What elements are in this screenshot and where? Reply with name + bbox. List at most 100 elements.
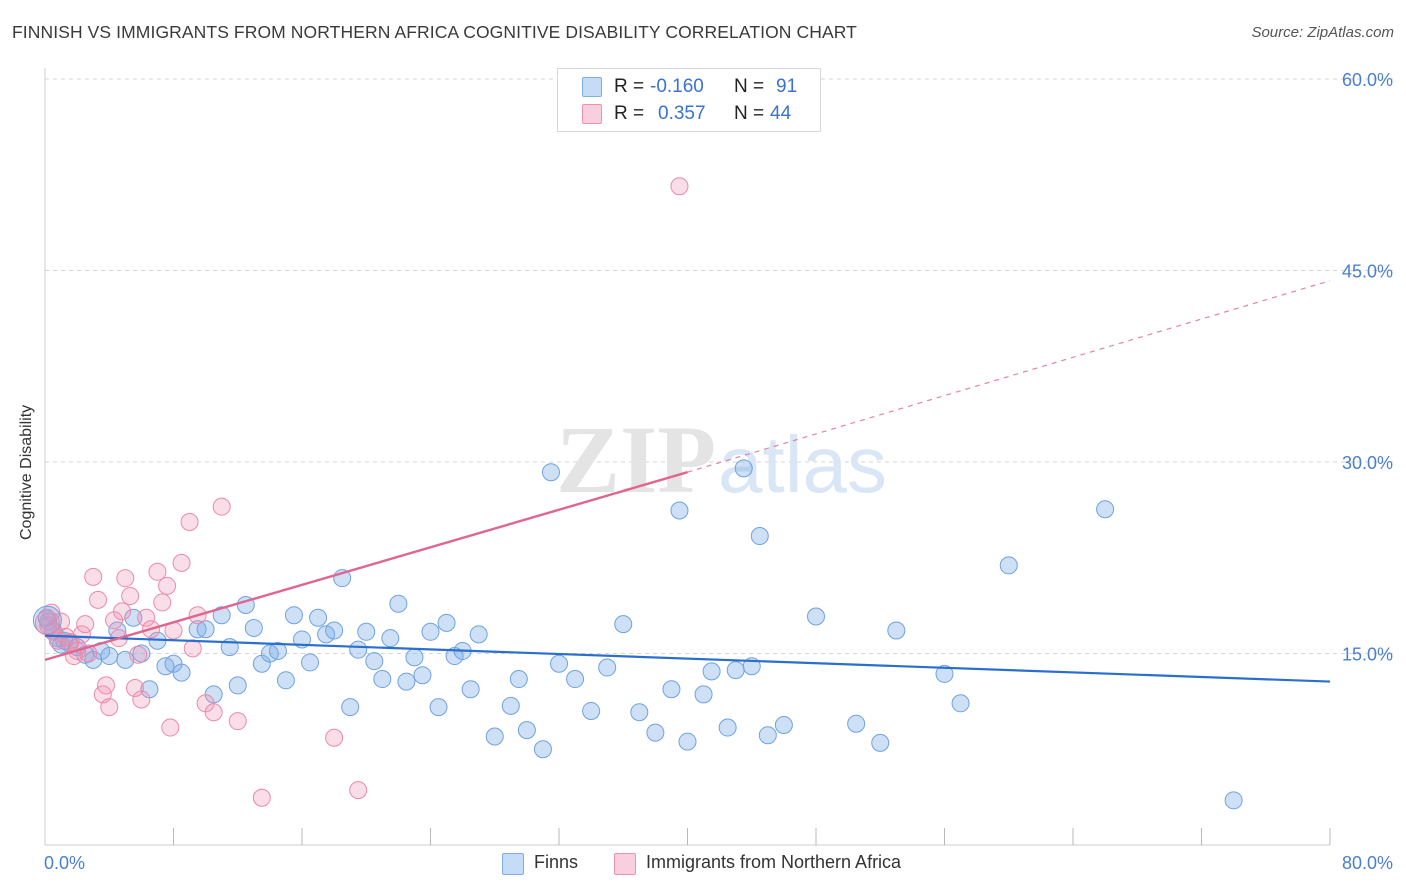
finns-point [670,501,689,520]
bottom-swatch-immigrants [614,853,636,875]
bottom-legend-label: Finns [534,852,579,872]
finns-point [389,594,408,613]
finns-point [365,652,384,671]
immigrants-point [158,576,177,595]
immigrants-point [137,608,156,627]
immigrants-point [89,590,108,609]
finns-point [309,608,328,627]
y-tick-label: 15.0% [1342,645,1393,665]
finns-point [702,662,721,681]
finns-point [734,459,753,478]
finns-point [999,556,1018,575]
finns-point [284,606,303,625]
legend-swatch-immigrants [582,104,602,124]
immigrants-point [183,639,202,658]
immigrants-point [76,615,95,634]
finns-point [349,640,368,659]
finns-point [887,621,906,640]
finns-point [429,698,448,717]
finns-point [501,696,520,715]
legend-n-value: 44 [770,103,792,124]
legend-r-value: -0.160 [650,76,704,97]
finns-point [541,463,560,482]
immigrants-point [670,177,689,196]
immigrants-point [132,690,151,709]
finns-point [678,732,697,751]
finns-point [662,680,681,699]
finns-point [718,718,737,737]
legend-r-value: 0.357 [658,103,706,124]
immigrants-point [228,712,247,731]
trend-lines [44,280,1331,683]
finns-point [517,721,536,740]
immigrants-trend-extension [687,280,1331,473]
y-tick-label: 45.0% [1342,262,1393,282]
finns-point [951,694,970,713]
x-tick-label-max: 80.0% [1342,853,1393,873]
finns-point [726,661,745,680]
immigrants-point [121,587,140,606]
finns-point [469,625,488,644]
finns-point [373,670,392,689]
immigrants-point [116,569,135,588]
immigrants-point [204,703,223,722]
gridlines [45,78,1393,654]
bottom-legend-label: Immigrants from Northern Africa [646,852,902,872]
finns-point [1096,500,1115,519]
finns-point [276,671,295,690]
finns-point [582,701,601,720]
finns-point [341,698,360,717]
bottom-swatch-finns [502,853,524,875]
finns-point [694,685,713,704]
finns-point [244,618,263,637]
finns-point [100,647,119,666]
finns-point [381,629,400,648]
finns-point [301,653,320,672]
immigrants-point [252,788,271,807]
finns-point [533,740,552,759]
watermark-atlas: atlas [718,420,887,509]
stats-legend: R = -0.160 N = 91 R = 0.357 N = 44 [557,68,821,132]
legend-swatch-finns [582,77,602,97]
immigrants-trend-line [44,471,688,662]
immigrants-point [349,781,368,800]
finns-point [212,606,231,625]
finns-point [566,670,585,689]
immigrants-point [212,497,231,516]
finns-point [437,613,456,632]
immigrants-point [113,602,132,621]
finns-point [357,622,376,641]
watermark: ZIP [556,406,716,513]
finns-point [758,726,777,745]
finns-point [847,714,866,733]
immigrants-point [72,625,91,644]
immigrants-point [125,678,144,697]
immigrants-point [100,698,119,717]
finns-point [935,664,954,683]
finns-point [509,670,528,689]
finns-point [598,658,617,677]
data-points [32,177,1243,810]
finns-point [807,607,825,626]
immigrants-point [172,553,191,572]
legend-n-label: N = [734,103,765,124]
immigrants-point [161,718,180,737]
tick-labels: 15.0% 30.0% 45.0% 60.0% 0.0% 80.0% [44,70,1393,873]
finns-point [774,715,793,734]
legend-n-label: N = [734,76,765,97]
finns-point [421,622,440,641]
finns-point [630,703,649,722]
immigrants-point [148,562,167,581]
finns-point [397,672,416,691]
immigrants-point [153,593,172,612]
finns-point [405,648,424,667]
finns-point [172,663,191,682]
finns-point [614,615,633,634]
immigrants-point [84,567,103,586]
chart-source: Source: ZipAtlas.com [1251,24,1394,41]
finns-point [268,641,287,660]
legend-r-label: R = [614,76,645,97]
finns-point [550,654,568,673]
finns-point [124,608,143,627]
finns-point [750,527,769,546]
